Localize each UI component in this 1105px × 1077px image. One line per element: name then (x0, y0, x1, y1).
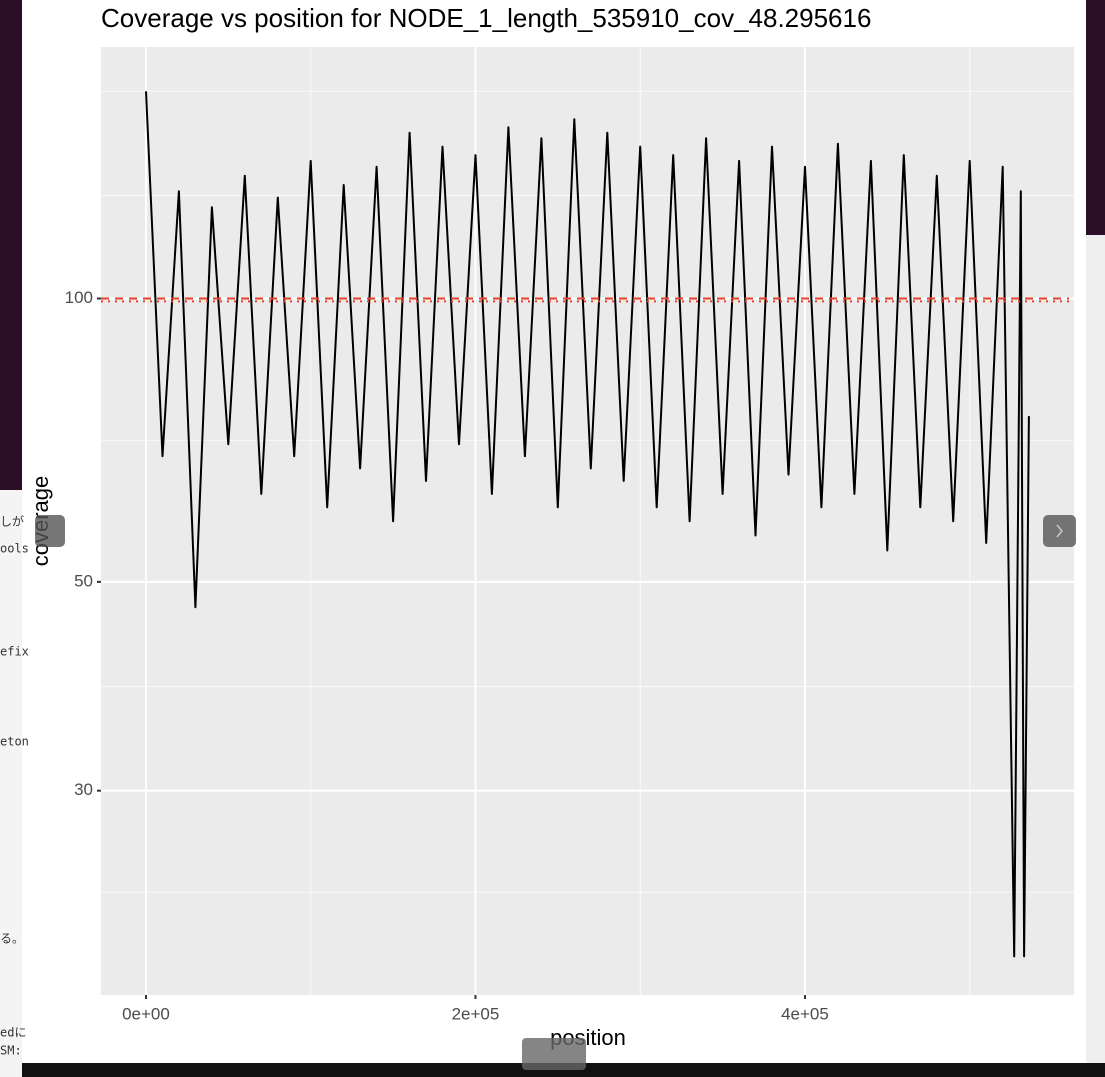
chart-title: Coverage vs position for NODE_1_length_5… (101, 3, 871, 33)
y-tick-label: 30 (74, 780, 93, 799)
background-text: eton (0, 735, 29, 749)
plot: 0e+00 2e+05 4e+05 30 50 100 (65, 47, 1074, 1023)
terminal-strip (0, 0, 22, 490)
background-text: ools (0, 542, 29, 556)
x-tick-label: 4e+05 (781, 1004, 829, 1023)
right-panel (1086, 235, 1105, 1077)
side-panel (0, 490, 22, 1077)
background-text: edに (0, 1026, 26, 1040)
background-text: しが (0, 514, 24, 529)
background-text: る。 (0, 932, 24, 946)
x-tick-label: 0e+00 (122, 1004, 170, 1023)
next-icon (1056, 524, 1063, 538)
plot-panel (101, 47, 1074, 995)
background-text: SM: (0, 1044, 22, 1058)
right-strip (1086, 0, 1105, 235)
coverage-line (145, 91, 1030, 958)
x-tick-label: 2e+05 (452, 1004, 500, 1023)
next-button[interactable] (1043, 515, 1076, 547)
rotate-buttons[interactable] (522, 1038, 586, 1070)
background-text: efix (0, 645, 29, 659)
y-tick-label: 50 (74, 571, 93, 590)
y-tick-label: 100 (65, 288, 93, 307)
prev-button[interactable] (35, 515, 65, 547)
